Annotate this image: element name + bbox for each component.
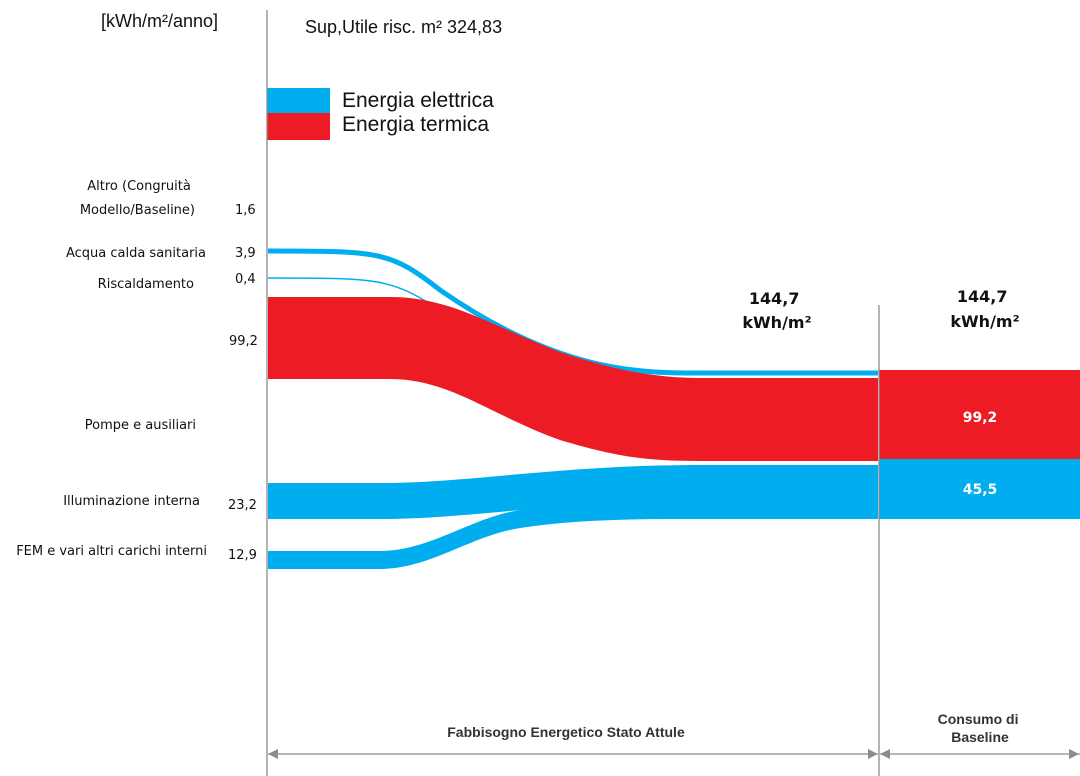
total-fabbisogno: 144,7 kWh/m² [742,289,811,332]
units-label: [kWh/m²/anno] [101,11,218,31]
category-value-fem: 12,9 [228,548,257,563]
legend-label-termica: Energia termica [342,113,489,136]
totals: 144,7 kWh/m² 144,7 kWh/m² [742,287,1019,332]
section-arrow-fabbisogno-left-head [268,749,278,759]
baseline-bar-elettrica-value: 45,5 [963,482,998,498]
category-label-fem: FEM e vari altri carichi interni [16,544,207,559]
baseline-bar-elettrica [879,459,1080,519]
total-baseline-value: 144,7 [957,287,1008,306]
category-label-altro-line2: Modello/Baseline) [80,203,195,218]
category-label-altro-line1: Altro (Congruità [87,179,191,194]
category-labels: Altro (Congruità Modello/Baseline) Acqua… [16,179,207,559]
baseline-bars: 99,2 45,5 [879,370,1080,519]
section-label-baseline-line2: Baseline [951,729,1009,745]
section-label-fabbisogno: Fabbisogno Energetico Stato Attule [447,724,685,740]
flow-energia-termica [268,297,878,461]
category-value-illuminazione: 23,2 [228,498,257,513]
total-baseline-unit: kWh/m² [950,312,1019,331]
legend-label-elettrica: Energia elettrica [342,89,494,112]
section-arrow-fabbisogno-right-head [868,749,878,759]
category-value-termica: 99,2 [229,334,258,349]
baseline-bar-termica [879,370,1080,459]
flow-illuminazione-interna [268,465,878,519]
category-label-illuminazione: Illuminazione interna [63,494,200,509]
category-value-altro: 1,6 [235,203,256,218]
category-values: 1,6 3,9 0,4 99,2 23,2 12,9 [228,203,258,563]
surface-label: Sup,Utile risc. m² 324,83 [305,17,502,37]
category-label-pompe: Pompe e ausiliari [85,418,196,433]
baseline-bar-termica-value: 99,2 [963,410,998,426]
category-label-riscaldamento: Riscaldamento [98,277,194,292]
legend: Energia elettrica Energia termica [267,88,494,140]
total-fabbisogno-value: 144,7 [749,289,800,308]
legend-swatch-termica [267,113,330,140]
section-label-baseline-line1: Consumo di [938,711,1019,727]
category-value-acqua-calda: 3,9 [235,246,256,261]
total-baseline: 144,7 kWh/m² [950,287,1019,331]
section-arrow-baseline-right-head [1069,749,1079,759]
legend-swatch-elettrica [267,88,330,114]
section-label-baseline: Consumo di Baseline [938,711,1023,745]
total-fabbisogno-unit: kWh/m² [742,313,811,332]
section-arrows [268,749,1080,759]
flows [267,248,878,569]
section-arrow-baseline-left-head [880,749,890,759]
category-label-acqua-calda: Acqua calda sanitaria [66,246,206,261]
flow-fem-carichi-interni [268,501,878,569]
category-label-altro: Altro (Congruità Modello/Baseline) [80,179,195,218]
category-value-riscaldamento: 0,4 [235,272,256,287]
